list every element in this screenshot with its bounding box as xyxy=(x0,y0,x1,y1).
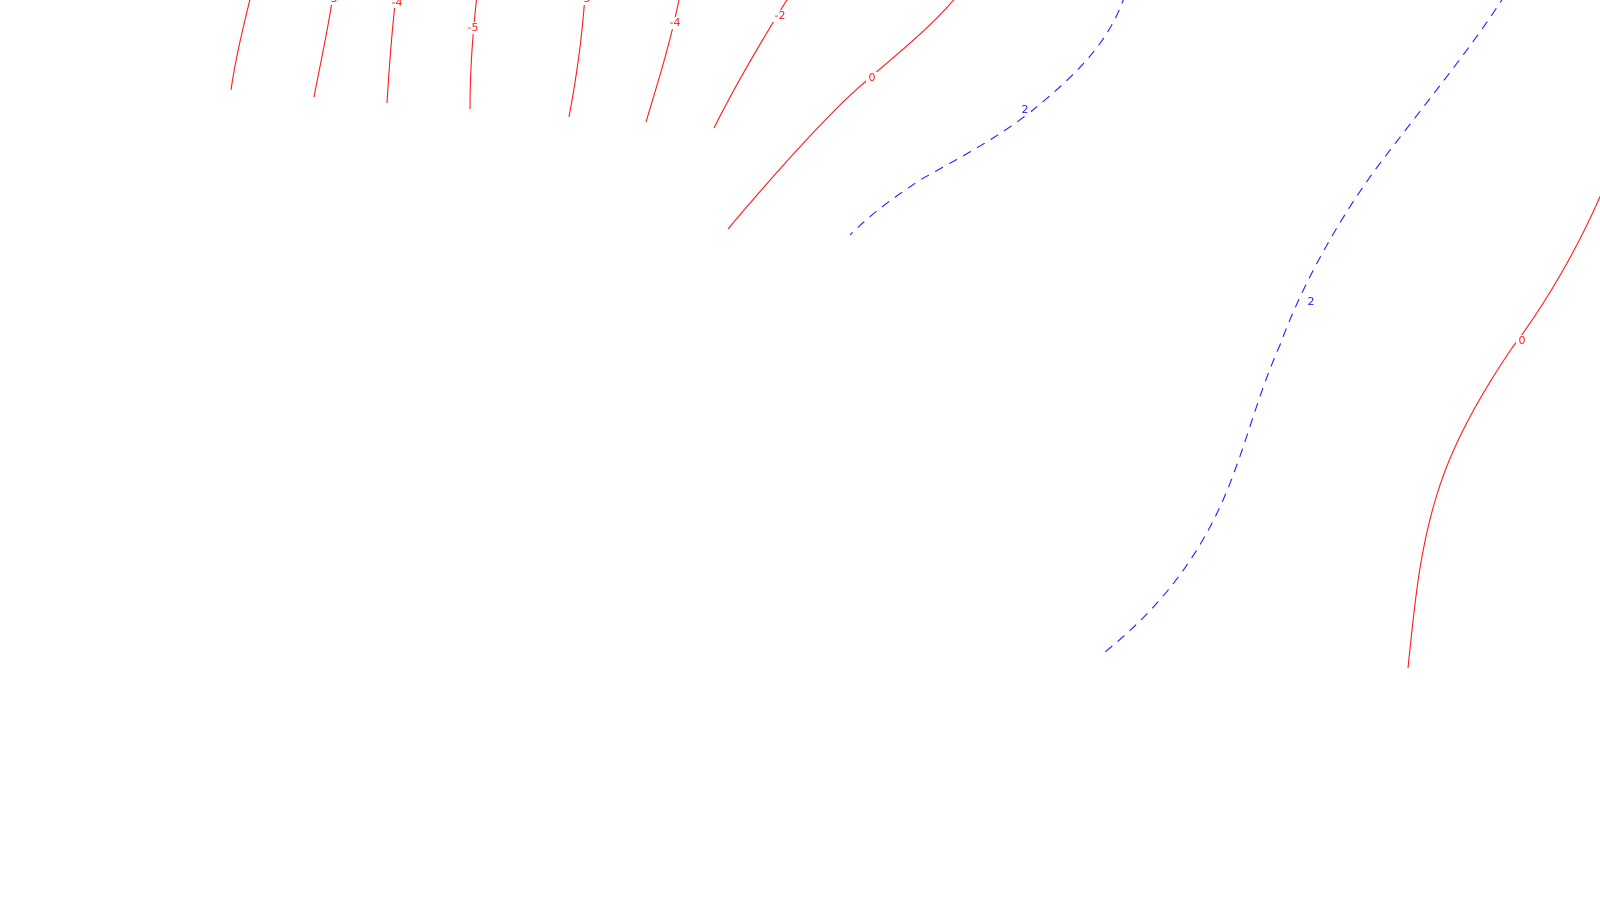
contour-line-c9 xyxy=(849,0,1124,236)
contour-line-c6 xyxy=(645,0,680,123)
contour-line-c7 xyxy=(713,0,788,129)
contour-line-c4 xyxy=(469,0,478,110)
contour-label-c7: -2 xyxy=(775,9,786,22)
contour-label-c10: 2 xyxy=(1308,295,1315,308)
contour-line-c2 xyxy=(313,0,333,98)
contour-line-c1 xyxy=(230,0,251,91)
contour-line-c5 xyxy=(568,0,586,118)
contour-label-c8: 0 xyxy=(869,71,876,84)
contour-line-c8 xyxy=(727,0,955,230)
contour-label-c5: -5 xyxy=(580,0,591,5)
contour-label-c4: -5 xyxy=(468,21,479,34)
contour-label-c2: -3 xyxy=(327,0,338,5)
contour-line-c11 xyxy=(1407,195,1600,669)
contour-label-c9: 2 xyxy=(1022,103,1029,116)
contour-label-c6: -4 xyxy=(670,16,681,29)
contour-line-c10 xyxy=(1104,0,1503,653)
contour-label-c3: -4 xyxy=(392,0,403,9)
contour-label-c11: 0 xyxy=(1519,334,1526,347)
